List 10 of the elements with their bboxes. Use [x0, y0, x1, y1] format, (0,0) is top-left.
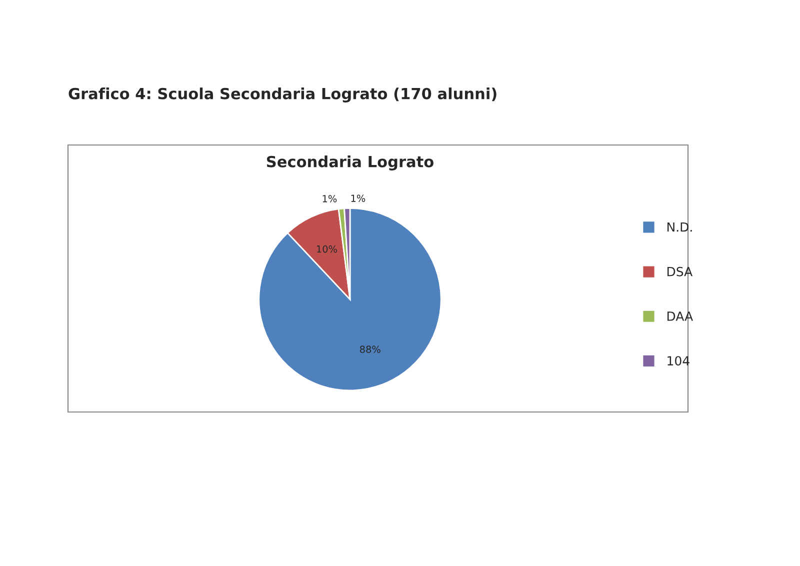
chart-subtitle: Secondaria Lograto: [266, 156, 434, 170]
legend-label: 104: [668, 356, 690, 366]
data-label: 88%: [360, 346, 380, 353]
data-label: 1%: [322, 195, 337, 202]
data-label: 10%: [316, 245, 337, 253]
chart-title: Grafico 4: Scuola Secondaria Lograto (170 alunni): [68, 88, 496, 102]
legend-label: N.D.: [667, 222, 692, 232]
legend-label: DSA: [667, 266, 692, 276]
data-label: 1%: [351, 194, 366, 202]
legend-label: DAA: [667, 312, 693, 321]
